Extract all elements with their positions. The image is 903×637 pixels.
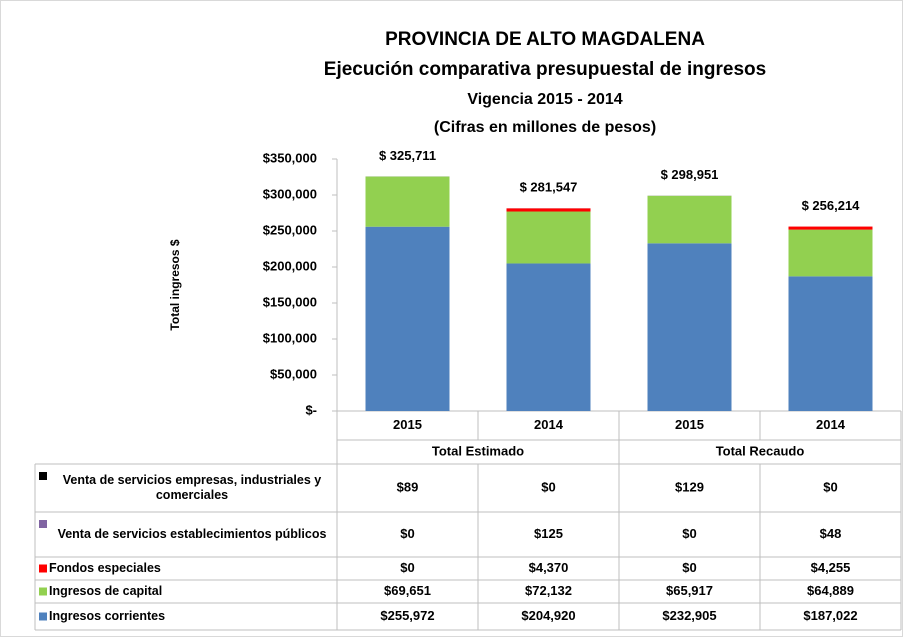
table-value: $65,917 — [666, 583, 713, 598]
table-value: $125 — [534, 526, 563, 541]
bar-segment — [788, 226, 873, 230]
bar-segment — [365, 176, 450, 227]
legend-swatch — [39, 587, 47, 596]
group-label: Total Estimado — [432, 443, 524, 458]
bar-segment — [788, 276, 873, 411]
legend-label: Ingresos corrientes — [49, 609, 166, 623]
x-tick-label: 2015 — [393, 417, 422, 432]
bar-segment — [506, 211, 591, 264]
x-tick-label: 2014 — [534, 417, 564, 432]
table-value: $64,889 — [807, 583, 854, 598]
chart-title: PROVINCIA DE ALTO MAGDALENA — [385, 29, 705, 50]
table-value: $255,972 — [380, 608, 434, 623]
table-value: $0 — [400, 526, 414, 541]
group-label: Total Recaudo — [716, 443, 805, 458]
table-value: $204,920 — [521, 608, 575, 623]
legend-swatch — [39, 612, 47, 621]
x-tick-label: 2015 — [675, 417, 704, 432]
y-tick-label: $100,000 — [263, 330, 317, 345]
chart-subtitle: Ejecución comparativa presupuestal de in… — [324, 59, 766, 80]
bar-segment — [788, 229, 873, 277]
total-label: $ 298,951 — [661, 167, 719, 182]
y-tick-label: $300,000 — [263, 186, 317, 201]
legend-label: Ingresos de capital — [49, 584, 163, 598]
bar-segment — [647, 243, 732, 411]
table-value: $232,905 — [662, 608, 716, 623]
legend-swatch — [39, 472, 47, 480]
table-value: $89 — [397, 479, 419, 494]
y-tick-label: $150,000 — [263, 294, 317, 309]
x-tick-label: 2014 — [816, 417, 846, 432]
legend-label: Venta de servicios establecimientos públ… — [57, 527, 327, 541]
row-header: Venta de servicios establecimientos públ… — [57, 527, 327, 541]
y-tick-label: $50,000 — [270, 366, 317, 381]
y-axis-label: Total ingresos $ — [168, 239, 182, 330]
row-header: Fondos especiales — [49, 561, 161, 575]
table-value: $0 — [541, 479, 555, 494]
table-value: $0 — [682, 526, 696, 541]
table-value: $129 — [675, 479, 704, 494]
row-header: Venta de servicios empresas, industriale… — [62, 473, 322, 502]
row-header: Ingresos de capital — [49, 584, 163, 598]
row-header: Ingresos corrientes — [49, 609, 166, 623]
chart-subtitle: (Cifras en millones de pesos) — [434, 119, 656, 136]
total-label: $ 256,214 — [802, 198, 861, 213]
bar-segment — [506, 263, 591, 411]
table-value: $4,370 — [529, 560, 569, 575]
y-tick-label: $250,000 — [263, 222, 317, 237]
legend-label: Fondos especiales — [49, 561, 161, 575]
total-label: $ 325,711 — [379, 148, 436, 163]
table-value: $48 — [820, 526, 842, 541]
table-value: $0 — [400, 560, 414, 575]
table-value: $69,651 — [384, 583, 431, 598]
legend-swatch — [39, 520, 47, 528]
y-tick-label: $- — [305, 402, 317, 417]
bar-segment — [365, 226, 450, 411]
y-tick-label: $350,000 — [263, 150, 317, 165]
table-value: $0 — [823, 479, 837, 494]
table-value: $0 — [682, 560, 696, 575]
table-value: $187,022 — [803, 608, 857, 623]
legend-swatch — [39, 564, 47, 573]
total-label: $ 281,547 — [520, 180, 578, 195]
legend-label: Venta de servicios empresas, industriale… — [62, 473, 322, 502]
chart-subtitle: Vigencia 2015 - 2014 — [467, 91, 622, 108]
y-tick-label: $200,000 — [263, 258, 317, 273]
table-value: $4,255 — [811, 560, 851, 575]
bar-segment — [647, 195, 732, 244]
bar-segment — [506, 208, 591, 212]
table-value: $72,132 — [525, 583, 572, 598]
